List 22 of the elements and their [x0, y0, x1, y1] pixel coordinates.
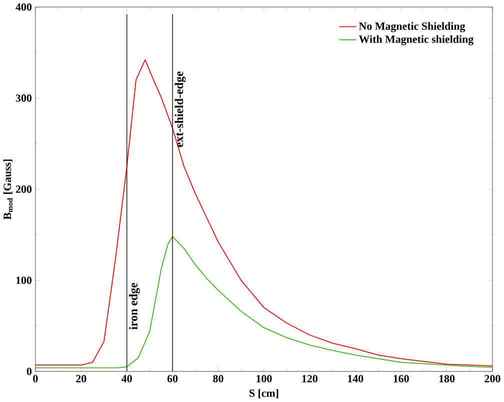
- x-tick-label: 0: [33, 375, 38, 383]
- x-tick-label: 20: [76, 375, 86, 383]
- y-tick-label: 300: [16, 94, 32, 102]
- y-tick-label: 400: [16, 4, 32, 11]
- ref-line-label: ext-shield-edge: [174, 72, 186, 148]
- y-tick-label: 200: [16, 186, 32, 194]
- x-tick-label: 100: [256, 375, 272, 383]
- y-tick-label: 100: [16, 276, 32, 284]
- legend-label: No Magnetic Shielding: [358, 22, 466, 32]
- y-tick-label: 0: [26, 368, 32, 376]
- x-tick-label: 200: [484, 375, 500, 383]
- x-axis-title: S [cm]: [249, 389, 278, 398]
- x-tick-label: 120: [302, 375, 318, 383]
- x-tick-label: 40: [122, 375, 132, 383]
- ref-line-label: iron edge: [129, 283, 140, 330]
- legend-label: With Magnetic shielding: [358, 35, 474, 46]
- x-tick-label: 60: [167, 375, 178, 383]
- x-tick-label: 160: [394, 375, 409, 383]
- y-axis-title: B$_{mod}$ [Gauss]: [3, 160, 13, 220]
- x-tick-label: 80: [213, 375, 224, 383]
- x-tick-label: 180: [439, 375, 455, 383]
- x-tick-label: 140: [348, 375, 364, 383]
